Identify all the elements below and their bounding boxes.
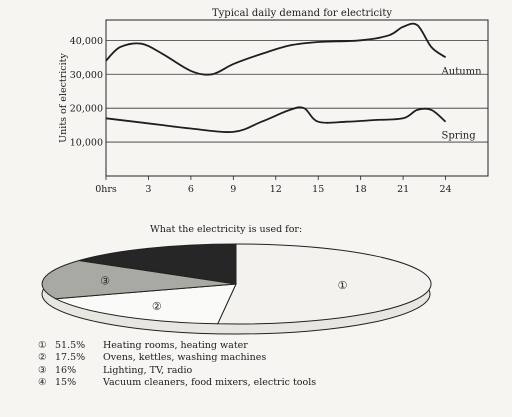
pie-slice-marker-1: ① [338, 279, 348, 292]
series-line-spring [105, 106, 447, 134]
legend-label: Heating rooms, heating water [103, 340, 248, 351]
x-tick-label: 24 [440, 184, 452, 195]
legend-marker: ④ [38, 377, 47, 389]
legend-label: Ovens, kettles, washing machines [103, 352, 267, 364]
y-tick-label: 10,000 [70, 138, 103, 149]
legend-percent: 15% [55, 377, 77, 389]
legend-marker: ① [38, 340, 47, 351]
pie-slice-4 [78, 243, 237, 285]
x-tick-label: 3 [145, 184, 151, 195]
legend-label: Vacuum cleaners, food mixers, electric t… [103, 377, 317, 389]
series-line-autumn [105, 22, 447, 76]
pie-slice-marker-3: ③ [100, 275, 110, 288]
x-tick-label: 9 [230, 184, 236, 195]
pie-legend: ① 51.5% Heating rooms, heating water ② 17.5%… [38, 340, 478, 390]
plot-frame [105, 19, 489, 177]
series-label-spring: Spring [442, 131, 477, 142]
legend-percent: 17.5% [55, 352, 86, 364]
legend-entry: ① 51.5% Heating rooms, heating water [38, 340, 478, 352]
y-axis-label: Units of electricity [58, 53, 69, 143]
y-tick-label: 30,000 [70, 70, 103, 81]
x-tick-label: 12 [270, 184, 282, 195]
pie-chart: What the electricity is used for: ① ② ③ [41, 224, 432, 335]
x-tick-label: 6 [188, 184, 194, 195]
legend-label: Lighting, TV, radio [103, 364, 193, 376]
legend-marker: ③ [38, 364, 47, 376]
legend-percent: 51.5% [55, 340, 86, 351]
line-chart: Typical daily demand for electricity 10,0… [58, 8, 489, 195]
x-tick-label: 18 [355, 184, 367, 195]
legend-percent: 16% [55, 364, 77, 376]
pie-slice-3 [41, 259, 237, 300]
legend-marker: ② [38, 352, 47, 364]
y-tick-label: 40,000 [70, 36, 103, 47]
pie-slice-marker-2: ② [152, 300, 162, 313]
pie-title: What the electricity is used for: [150, 224, 302, 235]
line-chart-title: Typical daily demand for electricity [212, 8, 392, 19]
legend-entry: ④ 15% Vacuum cleaners, food mixers, electr… [38, 377, 478, 389]
legend-entry: ③ 16% Lighting, TV, radio [38, 365, 478, 377]
x-tick-label: 21 [397, 184, 409, 195]
pie-slice-2 [53, 283, 237, 325]
y-tick-label: 20,000 [70, 104, 103, 115]
x-tick-label: 0hrs [95, 184, 117, 195]
series-label-autumn: Autumn [441, 66, 483, 77]
legend-entry: ② 17.5% Ovens, kettles, washing machines [38, 352, 478, 364]
pie-slice-1 [216, 243, 432, 325]
x-tick-label: 15 [312, 184, 324, 195]
